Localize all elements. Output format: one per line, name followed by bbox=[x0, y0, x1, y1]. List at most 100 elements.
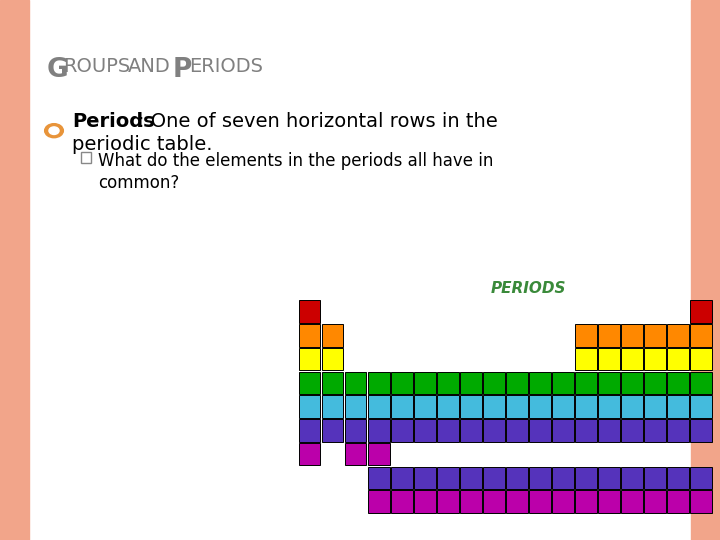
Bar bbox=[414, 467, 436, 489]
Circle shape bbox=[45, 124, 63, 138]
Bar bbox=[529, 395, 551, 418]
Bar bbox=[506, 372, 528, 394]
Bar bbox=[644, 372, 666, 394]
Bar bbox=[460, 372, 482, 394]
Bar bbox=[322, 372, 343, 394]
Bar bbox=[621, 372, 643, 394]
Bar bbox=[621, 467, 643, 489]
Bar bbox=[368, 490, 390, 513]
Bar bbox=[644, 348, 666, 370]
Bar bbox=[575, 372, 597, 394]
Text: Periods: Periods bbox=[72, 112, 155, 131]
Bar bbox=[414, 372, 436, 394]
Bar bbox=[529, 490, 551, 513]
Bar bbox=[299, 324, 320, 347]
Bar bbox=[644, 490, 666, 513]
Text: AND: AND bbox=[128, 57, 171, 76]
Bar bbox=[529, 372, 551, 394]
Text: ROUPS: ROUPS bbox=[63, 57, 130, 76]
Bar bbox=[460, 419, 482, 442]
Circle shape bbox=[49, 127, 59, 134]
Bar bbox=[690, 324, 712, 347]
Bar bbox=[345, 443, 366, 465]
Bar bbox=[690, 348, 712, 370]
Bar bbox=[667, 419, 689, 442]
Bar bbox=[690, 300, 712, 323]
Bar bbox=[414, 419, 436, 442]
Bar bbox=[575, 395, 597, 418]
Bar bbox=[345, 419, 366, 442]
Bar bbox=[460, 467, 482, 489]
Bar bbox=[598, 419, 620, 442]
Bar bbox=[368, 372, 390, 394]
Bar bbox=[575, 348, 597, 370]
Bar bbox=[621, 490, 643, 513]
Bar bbox=[322, 395, 343, 418]
Bar bbox=[506, 395, 528, 418]
Bar bbox=[299, 300, 320, 323]
Bar bbox=[414, 395, 436, 418]
Bar bbox=[644, 419, 666, 442]
Bar bbox=[391, 372, 413, 394]
Bar bbox=[299, 372, 320, 394]
Bar bbox=[483, 467, 505, 489]
Bar bbox=[506, 467, 528, 489]
Bar bbox=[667, 324, 689, 347]
Bar bbox=[598, 348, 620, 370]
Bar bbox=[575, 490, 597, 513]
Bar bbox=[598, 490, 620, 513]
Bar bbox=[690, 490, 712, 513]
Bar bbox=[299, 395, 320, 418]
Bar bbox=[437, 467, 459, 489]
Bar bbox=[299, 443, 320, 465]
Bar bbox=[368, 419, 390, 442]
Text: What do the elements in the periods all have in: What do the elements in the periods all … bbox=[98, 152, 493, 170]
Bar bbox=[690, 395, 712, 418]
Bar bbox=[552, 490, 574, 513]
Bar bbox=[690, 419, 712, 442]
Text: ERIODS: ERIODS bbox=[189, 57, 263, 76]
Text: PERIODS: PERIODS bbox=[491, 281, 566, 296]
Bar bbox=[621, 324, 643, 347]
Bar bbox=[322, 419, 343, 442]
Bar bbox=[391, 467, 413, 489]
Bar bbox=[552, 395, 574, 418]
Bar bbox=[621, 419, 643, 442]
Bar bbox=[437, 419, 459, 442]
Bar bbox=[644, 467, 666, 489]
Text: : One of seven horizontal rows in the: : One of seven horizontal rows in the bbox=[138, 112, 498, 131]
Bar bbox=[529, 467, 551, 489]
Bar bbox=[506, 419, 528, 442]
Bar bbox=[345, 395, 366, 418]
Bar bbox=[414, 490, 436, 513]
Bar bbox=[299, 348, 320, 370]
Bar bbox=[437, 490, 459, 513]
Bar bbox=[644, 395, 666, 418]
Bar bbox=[598, 395, 620, 418]
Bar bbox=[483, 395, 505, 418]
Bar bbox=[644, 324, 666, 347]
Bar bbox=[437, 395, 459, 418]
Text: G: G bbox=[47, 57, 68, 83]
Bar bbox=[598, 467, 620, 489]
Bar bbox=[690, 372, 712, 394]
Bar bbox=[598, 324, 620, 347]
Bar bbox=[667, 348, 689, 370]
Bar bbox=[552, 372, 574, 394]
Bar bbox=[391, 395, 413, 418]
Bar bbox=[483, 372, 505, 394]
Bar bbox=[575, 419, 597, 442]
Bar bbox=[690, 467, 712, 489]
Bar bbox=[368, 395, 390, 418]
Bar bbox=[483, 490, 505, 513]
Bar bbox=[81, 152, 91, 163]
Bar bbox=[575, 467, 597, 489]
Bar bbox=[667, 372, 689, 394]
Bar bbox=[621, 395, 643, 418]
Bar bbox=[667, 467, 689, 489]
Bar bbox=[368, 467, 390, 489]
Bar bbox=[598, 372, 620, 394]
Bar bbox=[460, 490, 482, 513]
Bar bbox=[483, 419, 505, 442]
Bar bbox=[345, 372, 366, 394]
